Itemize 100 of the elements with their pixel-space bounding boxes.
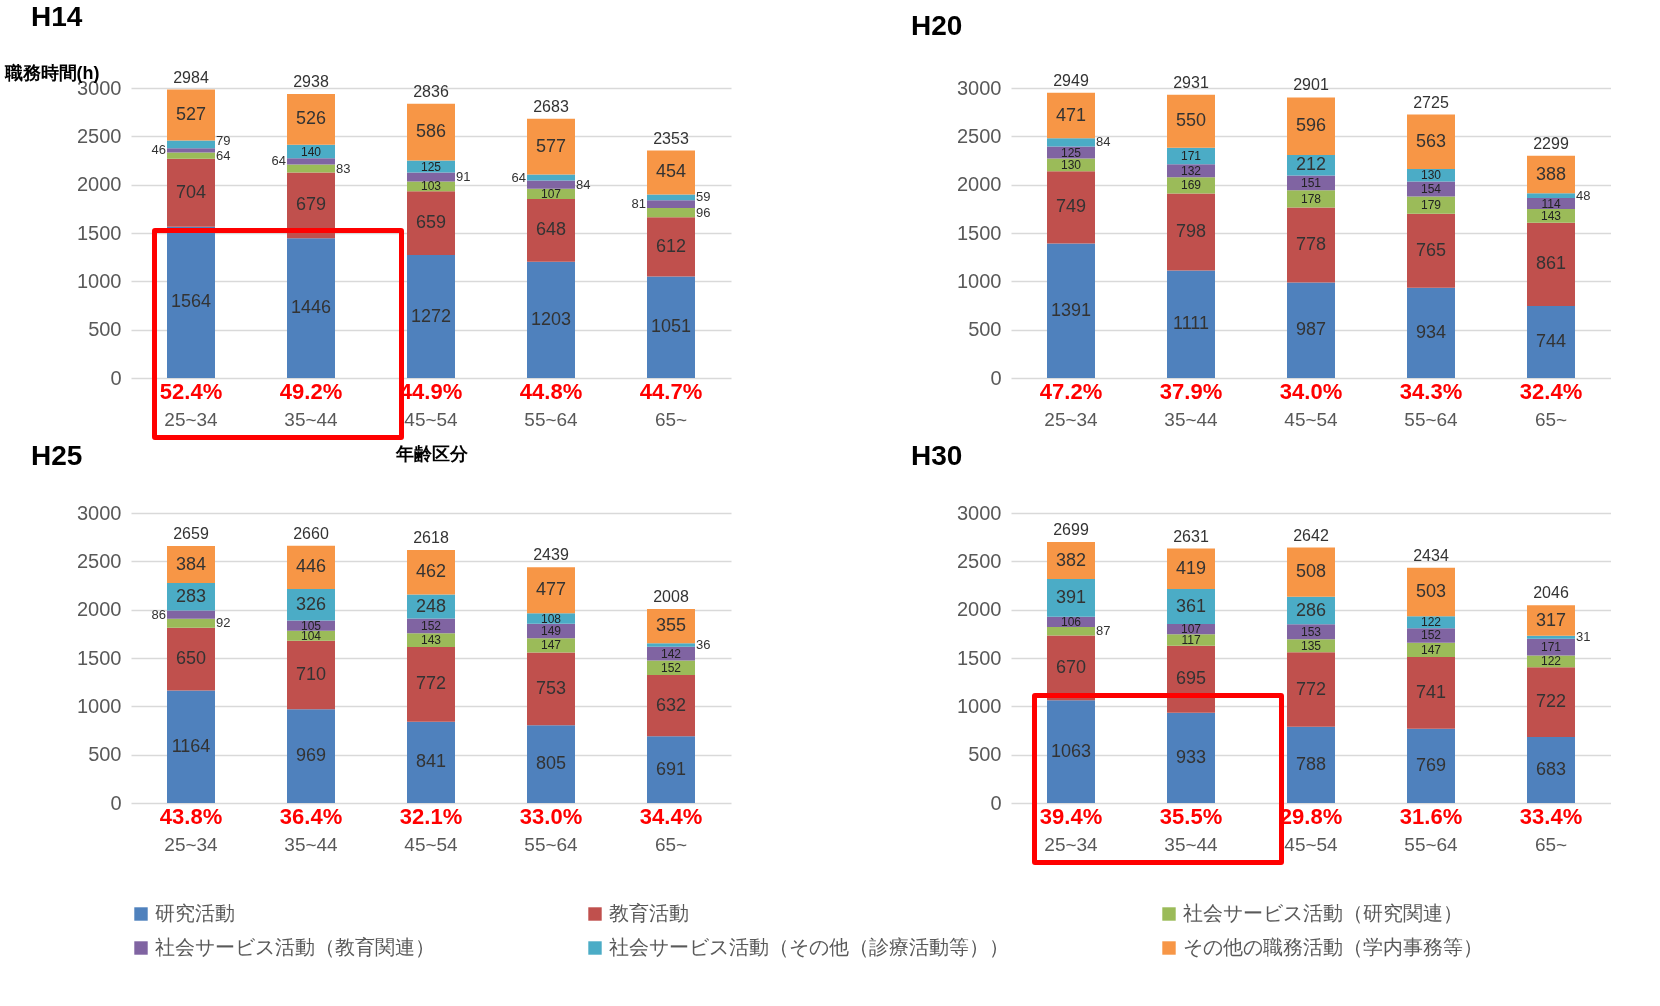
data-label: 64 [216,147,231,163]
data-label: 179 [1420,198,1442,213]
data-label: 632 [655,694,687,715]
bar [1167,712,1215,803]
x-tick-label: 45~54 [404,408,459,430]
data-label: 149 [540,623,562,638]
bar [167,610,215,619]
data-label: 1564 [170,291,212,312]
y-tick-label: 2000 [957,598,1002,621]
data-label: 454 [655,161,687,182]
bar [167,140,215,149]
bar [287,545,335,589]
bar [1047,243,1095,378]
data-label: 710 [295,664,327,685]
bar [527,725,575,803]
bar [1287,97,1335,156]
y-tick-label: 500 [88,743,122,766]
x-tick-label: 25~34 [164,833,219,855]
data-label: 142 [660,646,682,661]
data-label: 722 [1535,691,1567,712]
y-tick-label: 1000 [957,694,1002,717]
total-label: 2683 [533,97,569,115]
data-label: 503 [1415,581,1447,602]
data-label: 691 [655,758,687,779]
data-label: 106 [1060,614,1082,629]
annotation: 37.9% [1159,379,1223,404]
bar [647,643,695,647]
x-tick-label: 25~34 [164,408,219,430]
total-label: 2631 [1173,527,1209,545]
data-label: 388 [1535,163,1567,184]
y-tick-label: 3000 [957,501,1002,524]
chart-title: H30 [911,440,963,471]
data-label: 147 [1420,642,1442,657]
total-label: 2618 [413,528,449,546]
x-tick-label: 65~ [1534,833,1568,855]
y-tick-label: 3000 [957,76,1002,99]
y-tick-label: 1000 [77,269,122,292]
data-label: 462 [415,561,447,582]
data-label: 117 [1181,632,1201,647]
bar [1527,222,1575,307]
data-label: 1391 [1050,299,1092,320]
chart-title: H20 [911,9,963,41]
data-label: 596 [1295,115,1327,136]
bar [287,238,335,378]
y-tick-label: 0 [110,791,122,814]
data-label: 125 [420,159,442,174]
total-label: 2836 [413,82,449,100]
y-tick-label: 1500 [77,221,122,244]
legend-label: 社会サービス活動（研究関連） [1183,902,1463,924]
data-label: 933 [1175,746,1207,767]
data-label: 769 [1415,754,1447,775]
data-label: 86 [151,606,166,622]
y-tick-label: 1500 [957,221,1002,244]
data-label: 31 [1576,629,1591,645]
data-label: 778 [1295,233,1327,254]
bar [527,567,575,614]
data-label: 91 [456,168,471,184]
bar [1167,193,1215,271]
data-label: 108 [540,611,562,626]
y-tick-label: 3000 [77,501,122,524]
bar [1047,700,1095,803]
data-label: 122 [1420,615,1442,630]
total-label: 2984 [173,68,209,86]
data-label: 153 [1300,624,1322,639]
x-tick-label: 65~ [1534,408,1568,430]
data-label: 391 [1055,586,1087,607]
data-label: 64 [511,169,526,185]
y-tick-label: 500 [968,318,1002,341]
data-label: 659 [415,212,447,233]
x-tick-label: 55~64 [524,833,579,855]
annotation: 34.3% [1399,379,1463,404]
data-label: 317 [1535,609,1567,630]
bar [287,158,335,165]
data-label: 84 [1096,134,1111,150]
data-label: 83 [336,160,351,176]
total-label: 2439 [533,546,569,564]
data-label: 125 [1060,145,1082,160]
annotation: 35.5% [1159,804,1223,829]
data-label: 169 [1180,178,1202,193]
data-label: 140 [300,144,322,159]
data-label: 171 [1180,149,1202,164]
data-label: 87 [1096,623,1111,639]
data-label: 772 [415,673,447,694]
annotation: 43.8% [159,804,223,829]
annotation: 36.4% [279,804,343,829]
data-label: 152 [1420,628,1442,643]
annotation: 49.2% [279,379,343,404]
bar [1407,728,1455,803]
x-tick-label: 65~ [654,833,688,855]
data-label: 122 [1540,654,1562,669]
annotation: 32.1% [399,804,463,829]
data-label: 612 [655,235,687,256]
data-label: 1063 [1050,740,1092,761]
data-label: 135 [1300,638,1322,653]
data-label: 147 [540,638,562,653]
bar [647,276,695,378]
data-label: 772 [1295,678,1327,699]
bar [1407,287,1455,378]
data-label: 355 [655,615,687,636]
data-label: 151 [1300,175,1322,190]
